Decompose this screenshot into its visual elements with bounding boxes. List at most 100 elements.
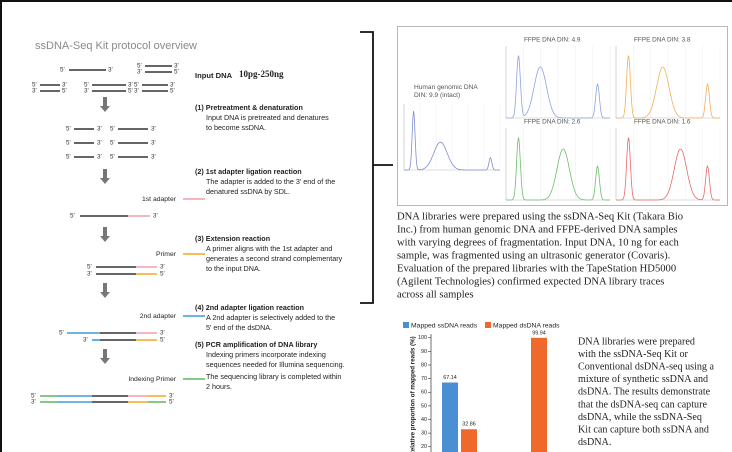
strand-end: 3': [153, 213, 158, 220]
step-text: Input DNA is pretreated and denatures: [206, 113, 329, 122]
step-title: (5) PCR amplification of DNA library: [195, 340, 317, 349]
down-arrow: [100, 349, 110, 364]
diagram-label: 1st adapter: [142, 196, 177, 203]
strand-end: 5': [70, 213, 75, 220]
strand-end: 5': [87, 264, 92, 271]
caption-line: (Agilent Technologies) confirmed expecte…: [397, 276, 664, 287]
strand-end: 5': [66, 154, 71, 161]
strand-end: 3': [97, 140, 102, 147]
side-text-line: dsDNA, while the ssDNA-Seq: [578, 412, 702, 423]
side-text-line: mixture of synthetic ssDNA and: [578, 374, 708, 385]
down-arrow: [100, 227, 110, 242]
side-text-line: with the ssDNA-Seq Kit or: [578, 349, 689, 360]
side-text-line: dsDNA. The results demonstrate: [578, 387, 711, 398]
strand-end: 3': [32, 88, 37, 95]
strand-end: 5': [59, 330, 64, 337]
panel-title: FFPE DNA DIN: 4.9: [524, 37, 581, 44]
side-text-line: that the dsDNA-seq can capture: [578, 399, 707, 410]
step-text: to the input DNA.: [206, 264, 261, 273]
panel-title: FFPE DNA DIN: 2.6: [524, 119, 581, 126]
strand-end: 5': [170, 88, 175, 95]
strand-end: 3': [137, 69, 142, 76]
y-tick-label: 30: [421, 431, 427, 437]
input-label: Input DNA: [195, 71, 233, 80]
caption-line: Evaluation of the prepared libraries wit…: [397, 263, 676, 274]
diagram-label: Indexing Primer: [128, 376, 176, 383]
strand-end: 5': [110, 126, 115, 133]
y-tick-label: 70: [421, 376, 427, 382]
strand-end: 5': [160, 271, 165, 278]
input-amount: 10pg-250ng: [239, 69, 284, 79]
protocol-title: ssDNA-Seq Kit protocol overview: [35, 40, 197, 52]
strand-end: 5': [110, 154, 115, 161]
page: { "protocol": { "title": "ssDNA-Seq Kit …: [0, 0, 732, 452]
caption-line: across all samples: [397, 289, 474, 300]
step-title: (4) 2nd adapter ligation reaction: [195, 303, 304, 312]
step-title: (3) Extension reaction: [195, 234, 270, 243]
step-text: denatured ssDNA by SDL.: [206, 187, 290, 196]
step-title: (2) 1st adapter ligation reaction: [195, 167, 302, 176]
side-text-line: Conventional dsDNA-seq using a: [578, 362, 714, 373]
side-text-line: dsDNA.: [578, 437, 611, 448]
y-tick-label: 100: [418, 335, 427, 341]
strand-end: 3': [151, 154, 156, 161]
strand-end: 3': [31, 399, 36, 406]
caption-line: with varying degrees of fragmentation. I…: [397, 237, 680, 248]
strand-end: 3': [97, 154, 102, 161]
side-text-line: DNA libraries were prepared: [578, 336, 695, 347]
figure-page: ssDNA-Seq Kit protocol overview Input DN…: [0, 0, 732, 452]
strand-end: 5': [66, 140, 71, 147]
strand-end: 5': [128, 88, 133, 95]
strand-end: 3': [87, 271, 92, 278]
human-title: Human genomic DNA: [414, 84, 478, 91]
caption-line: Inc.) from human genomic DNA and FFPE-de…: [397, 224, 677, 235]
panel-title: FFPE DNA DIN: 1.6: [634, 119, 691, 126]
value-label: 67.14: [443, 375, 457, 381]
strand-end: 3': [151, 140, 156, 147]
strand-end: 5': [66, 126, 71, 133]
diagram-label: 2nd adapter: [140, 313, 177, 320]
y-axis-label: Relative proportion of mapped reads (%): [410, 336, 417, 452]
strand-end: 3': [108, 67, 113, 74]
strand-end: 5': [174, 69, 179, 76]
step-text: The adapter is added to the 3' end of th…: [206, 177, 335, 186]
y-tick-label: 60: [421, 390, 427, 396]
strand-end: 5': [110, 140, 115, 147]
step-note: 2 hours.: [206, 382, 232, 391]
side-text-line: Kit can capture both ssDNA and: [578, 425, 709, 436]
step-text: 5' end of the dsDNA.: [206, 323, 272, 332]
step-text: sequences needed for Illumina sequencing…: [206, 360, 345, 369]
strand-end: 3': [97, 126, 102, 133]
y-tick-label: 40: [421, 417, 427, 423]
y-tick-label: 80: [421, 362, 427, 368]
step-text: Indexing primers incorporate indexing: [206, 350, 326, 359]
y-tick-label: 50: [421, 403, 427, 409]
strand-end: 5': [169, 399, 174, 406]
strand-end: 5': [62, 88, 67, 95]
y-tick-label: 20: [421, 444, 427, 450]
human-din: DIN: 9.9 (intact): [414, 92, 460, 99]
strand-end: 3': [151, 126, 156, 133]
step-title: (1) Pretreatment & denaturation: [195, 103, 303, 112]
value-label: 99.94: [532, 330, 546, 336]
caption-line: DNA libraries were prepared using the ss…: [397, 211, 683, 222]
figure-box: [398, 27, 728, 206]
strand-end: 5': [60, 67, 65, 74]
legend-swatch: [403, 322, 409, 328]
bar: [531, 338, 547, 452]
bracket: [360, 32, 393, 303]
panel-title: FFPE DNA DIN: 3.8: [634, 37, 691, 44]
caption-line: sample, was fragmented using an ultrason…: [397, 250, 670, 261]
step-text: to become ssDNA.: [206, 123, 266, 132]
strand-end: 5': [160, 337, 165, 344]
strand-end: 3': [84, 88, 89, 95]
value-label: 32.86: [462, 422, 476, 428]
y-tick-label: 90: [421, 349, 427, 355]
step-text: A 2nd adapter is selectively added to th…: [206, 313, 335, 322]
strand-end: 3': [83, 337, 88, 344]
legend-swatch: [485, 322, 491, 328]
down-arrow: [100, 169, 110, 184]
step-note: The sequencing library is completed with…: [206, 372, 341, 381]
strand-end: 3': [160, 264, 165, 271]
legend-label: Mapped dsDNA reads: [493, 322, 560, 329]
